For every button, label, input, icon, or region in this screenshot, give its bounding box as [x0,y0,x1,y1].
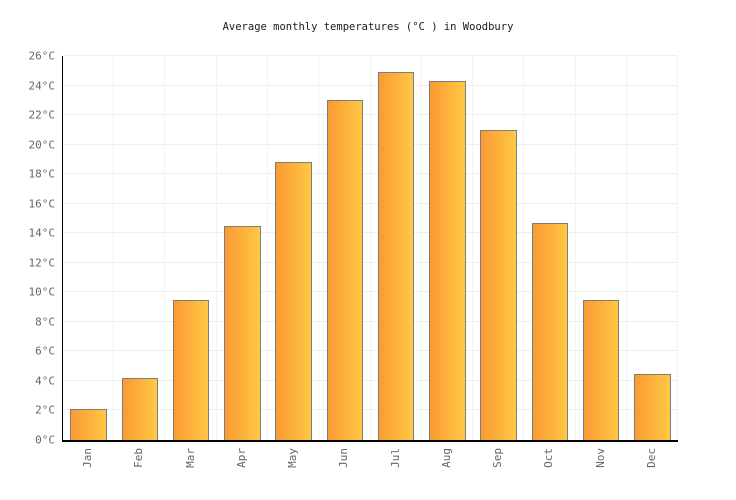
bar-slot [627,56,678,440]
x-axis-month-label: May [286,448,300,468]
temperature-bar[interactable] [121,377,159,440]
y-axis-tick-label: 26°C [28,49,56,63]
x-slot: Nov [575,442,626,494]
vertical-gridline [420,56,422,440]
x-axis-month-label: Jan [81,448,95,468]
vertical-gridline [677,56,678,440]
x-slot: Feb [113,442,164,494]
x-slot: Jun [318,442,369,494]
vertical-gridline [318,56,320,440]
bar-slot [114,56,165,440]
bar-slot [576,56,627,440]
y-axis-tick-label: 20°C [28,138,56,152]
horizontal-gridline [63,320,678,322]
temperature-bar[interactable] [70,409,107,440]
vertical-gridline [266,56,268,440]
x-slot: Apr [216,442,267,494]
horizontal-gridline [63,232,678,234]
temperature-bar[interactable] [172,299,210,440]
horizontal-gridline [63,173,678,175]
temperature-bar[interactable] [582,299,620,440]
temperature-bar[interactable] [480,129,517,440]
bar-slot [217,56,268,440]
vertical-gridline [113,56,115,440]
temperature-bar[interactable] [377,72,415,440]
x-axis-labels: Jan Feb Mar Apr May Jun Jul Aug Sep Oct … [62,442,677,494]
horizontal-gridline [63,379,678,381]
y-axis-tick-label: 24°C [28,79,56,93]
x-axis-month-label: Jul [388,448,402,468]
x-axis-month-label: Dec [644,448,658,468]
horizontal-gridline [63,350,678,352]
horizontal-gridline [63,55,678,56]
horizontal-gridline [63,84,678,86]
y-axis-tick-label: 4°C [35,374,55,388]
plot-area [62,55,678,442]
temperature-bar[interactable] [326,100,364,440]
chart-title: Average monthly temperatures (°C ) in Wo… [222,21,514,33]
x-axis-month-label: Sep [491,448,505,468]
x-axis-month-label: Nov [593,448,607,468]
bar-slot [473,56,524,440]
bar-slot [166,56,217,440]
horizontal-gridline [63,143,678,145]
y-axis-tick-label: 12°C [28,256,56,270]
y-axis-tick-label: 16°C [28,197,56,211]
bar-slot [268,56,319,440]
bar-slot [63,56,114,440]
x-axis-month-label: Oct [542,448,556,468]
x-slot: Jan [62,442,113,494]
vertical-gridline [523,56,525,440]
y-axis-tick-label: 8°C [35,315,55,329]
bar-slot [422,56,473,440]
horizontal-gridline [63,409,678,411]
y-axis-tick-label: 6°C [35,344,55,358]
y-axis-tick-label: 2°C [35,403,55,417]
horizontal-gridline [63,261,678,263]
vertical-gridline [215,56,217,440]
bar-slot [319,56,370,440]
vertical-gridline [471,56,473,440]
x-slot: Sep [472,442,523,494]
horizontal-gridline [63,114,678,116]
y-axis-tick-label: 10°C [28,285,56,299]
x-slot: May [267,442,318,494]
y-axis-tick-label: 14°C [28,226,56,240]
x-axis-month-label: Aug [439,448,453,468]
x-slot: Oct [523,442,574,494]
temperature-bar[interactable] [531,222,569,440]
x-axis-month-label: Feb [132,448,146,468]
y-axis-tick-label: 18°C [28,167,56,181]
horizontal-gridline [63,291,678,293]
y-axis-labels: 0°C 2°C 4°C 6°C 8°C 10°C 12°C 14°C 16°C 18°C 20°C 2… [0,50,56,447]
x-slot: Aug [421,442,472,494]
bar-slot [371,56,422,440]
x-axis-month-label: Jun [337,448,351,468]
temperature-bar[interactable] [275,162,312,440]
temperature-bar[interactable] [429,81,466,440]
vertical-gridline [574,56,576,440]
temperature-bar[interactable] [634,373,671,440]
vertical-gridline [625,56,627,440]
y-axis-tick-label: 0°C [35,433,55,447]
horizontal-gridline [63,202,678,204]
x-slot: Jul [370,442,421,494]
bar-slot [524,56,575,440]
temperature-bar[interactable] [224,225,261,440]
x-slot: Dec [626,442,677,494]
vertical-gridline [369,56,371,440]
vertical-gridline [164,56,166,440]
y-axis-tick-label: 22°C [28,108,56,122]
x-slot: Mar [165,442,216,494]
x-axis-month-label: Apr [234,448,248,468]
x-axis-month-label: Mar [183,448,197,468]
